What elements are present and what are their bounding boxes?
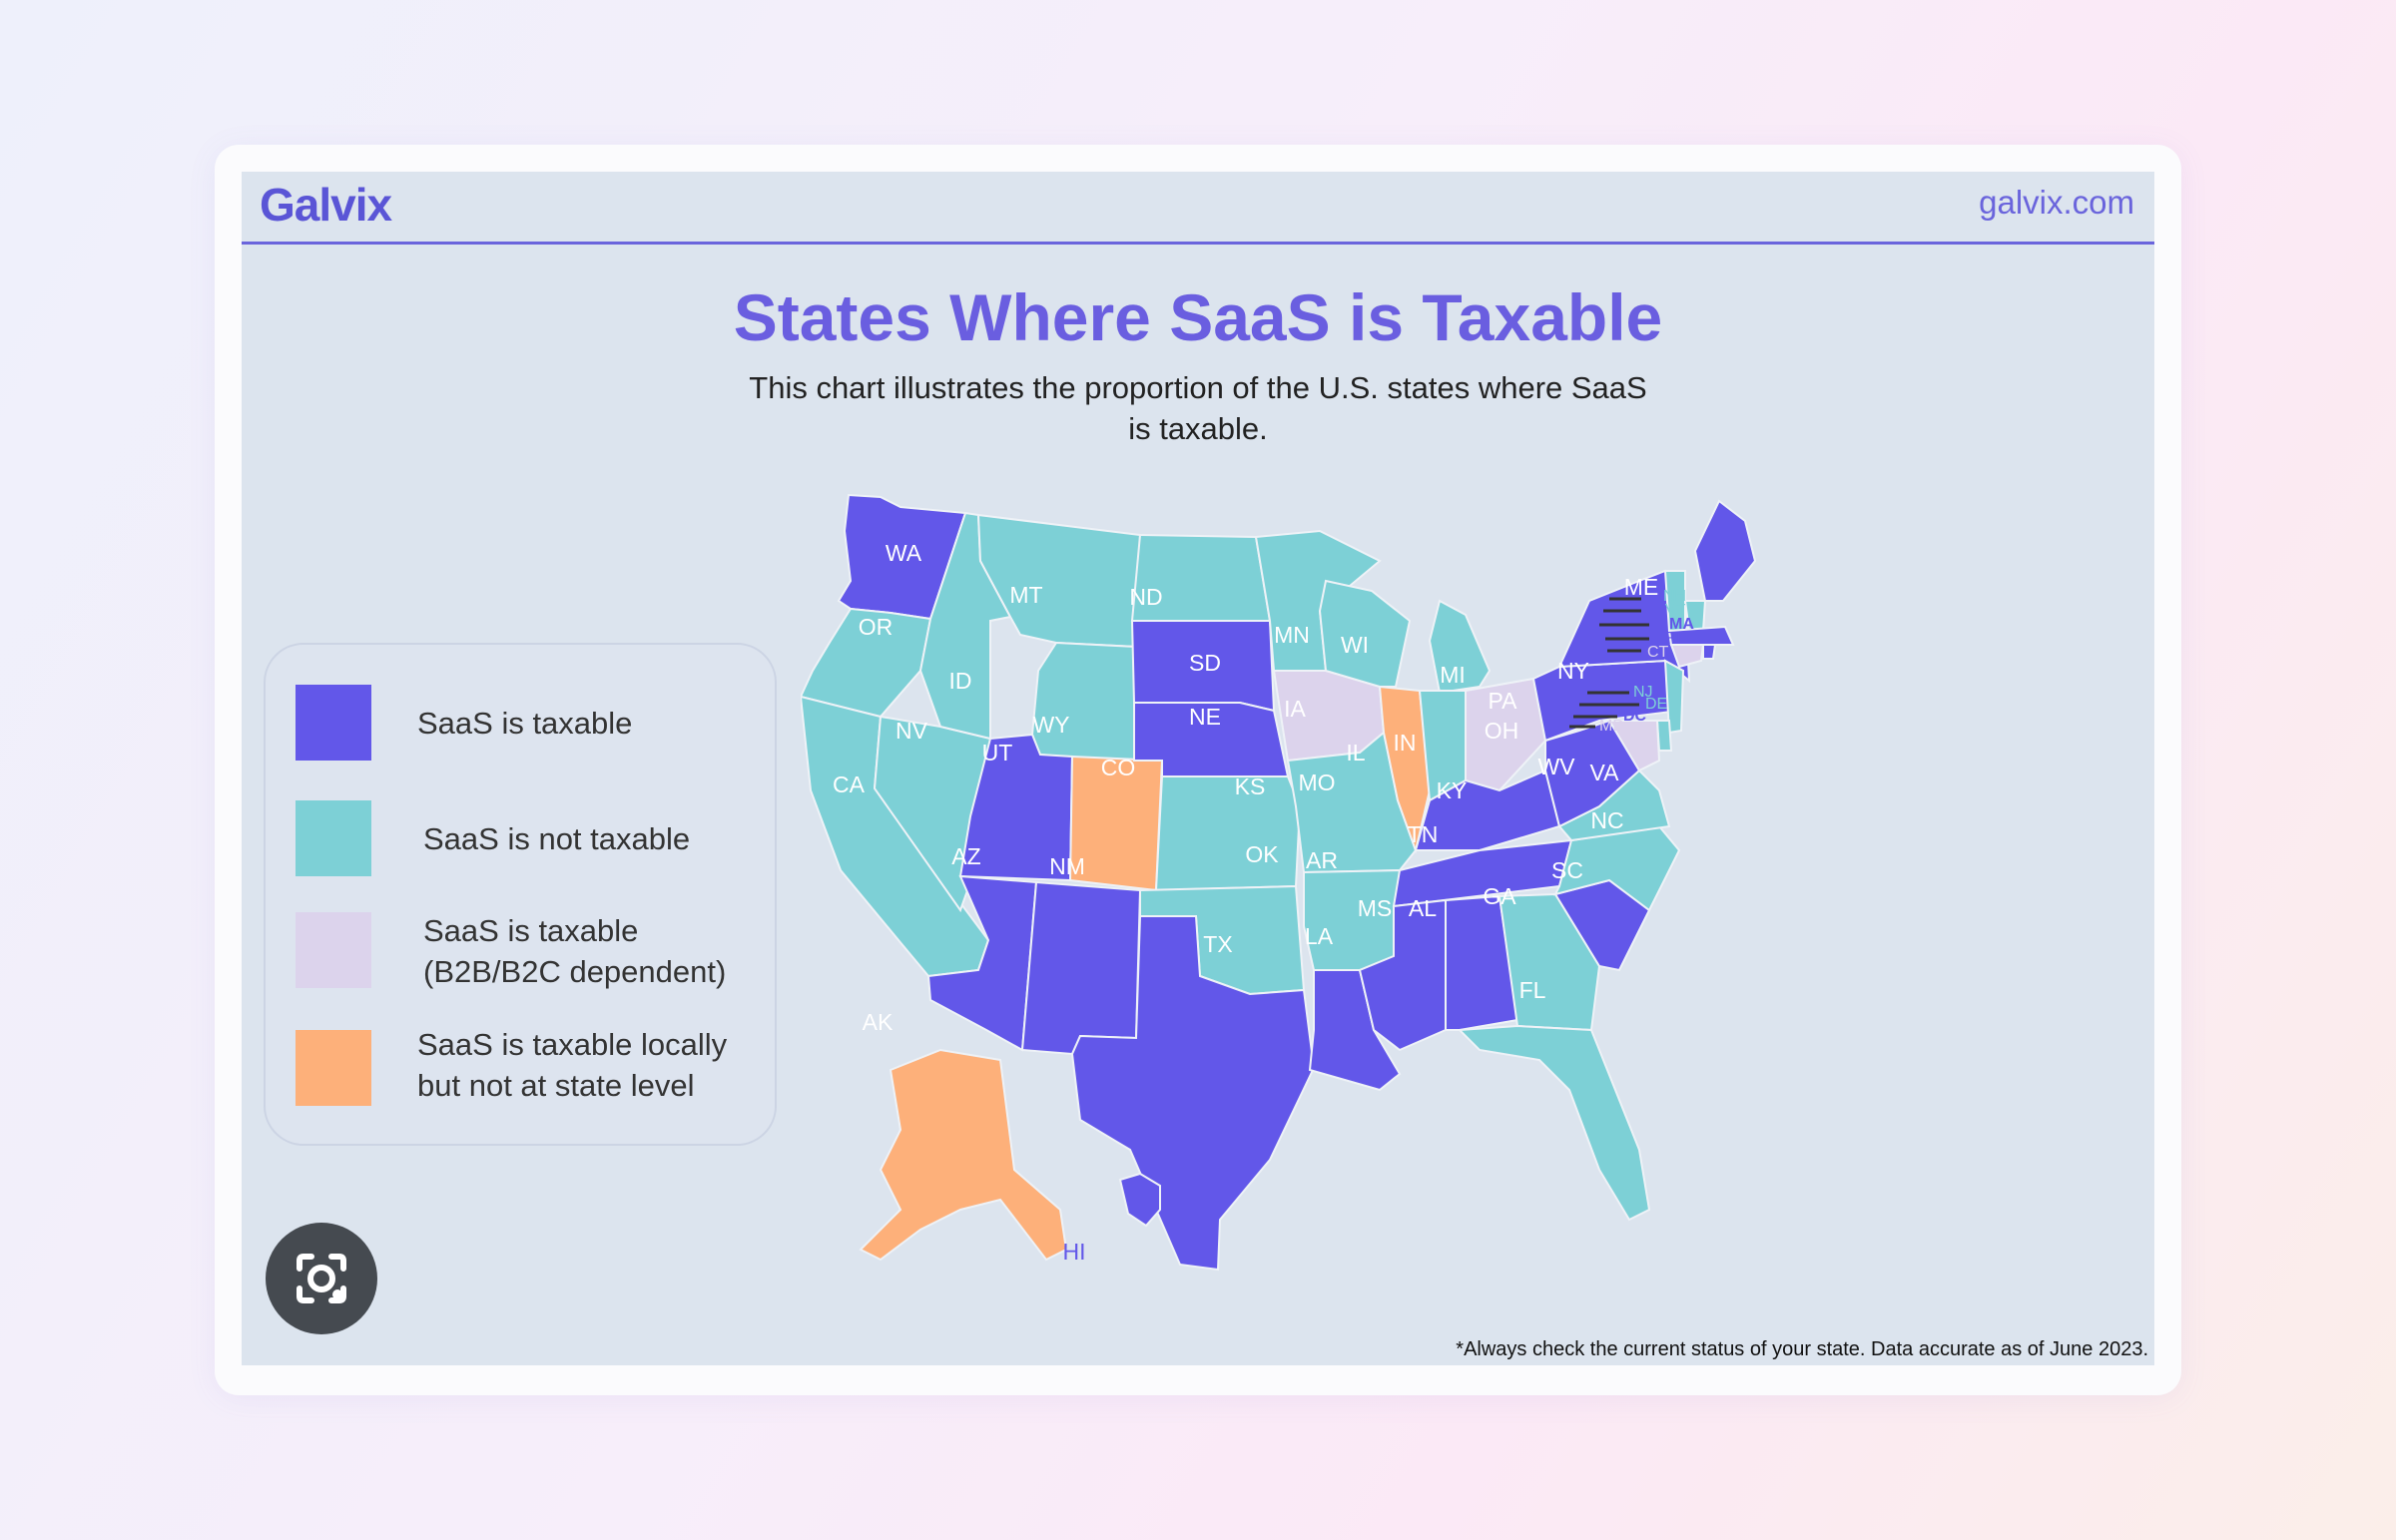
legend-label-taxable: SaaS is taxable <box>417 706 633 741</box>
state-hi <box>1118 1172 1161 1228</box>
us-map-svg: WA OR ND MT SD ID WY MN NE NV WI MI IA I… <box>801 493 1757 1272</box>
us-map: WA OR ND MT SD ID WY MN NE NV WI MI IA I… <box>801 471 2154 1339</box>
state-ct <box>1669 644 1705 669</box>
state-nc <box>1553 824 1681 912</box>
state-nm <box>1020 880 1142 1056</box>
label-ar: AR <box>1306 847 1338 873</box>
label-mn: MN <box>1274 622 1310 648</box>
label-ny: NY <box>1557 658 1589 684</box>
label-or: OR <box>859 614 894 640</box>
legend-item-taxable: SaaS is taxable <box>296 685 765 765</box>
state-nj <box>1663 659 1685 735</box>
label-wa: WA <box>886 540 922 566</box>
label-oh: OH <box>1485 718 1519 744</box>
label-ms: MS <box>1358 895 1393 921</box>
label-ne: NE <box>1189 704 1221 730</box>
state-wv <box>1544 719 1641 828</box>
label-wi: WI <box>1341 632 1369 658</box>
label-me: ME <box>1624 574 1659 600</box>
brand-logo: Galvix <box>260 179 392 231</box>
label-ct: CT <box>1647 644 1669 661</box>
state-al <box>1445 894 1519 1031</box>
map-legend: SaaS is taxable SaaS is not taxable SaaS… <box>264 643 777 1146</box>
label-nh: NH <box>1663 588 1686 605</box>
state-tx <box>1070 915 1316 1272</box>
label-ks: KS <box>1235 773 1266 799</box>
label-al: AL <box>1409 895 1437 921</box>
label-vt: VT <box>1665 602 1686 619</box>
state-md <box>1599 720 1661 772</box>
label-tn: TN <box>1408 821 1439 847</box>
legend-item-local: SaaS is taxable locally but not at state… <box>296 1027 765 1110</box>
label-fl: FL <box>1519 977 1546 1003</box>
image-search-icon <box>297 1254 346 1303</box>
label-ga: GA <box>1483 883 1516 909</box>
legend-item-not-taxable: SaaS is not taxable <box>296 800 765 880</box>
data-footnote: *Always check the current status of your… <box>1456 1338 2148 1360</box>
state-ks <box>1154 775 1302 892</box>
infographic-header: Galvix galvix.com <box>242 172 2154 245</box>
label-ok: OK <box>1245 841 1279 867</box>
legend-item-dependent: SaaS is taxable (B2B/B2C dependent) <box>296 912 765 992</box>
site-url: galvix.com <box>1979 184 2134 221</box>
label-ak: AK <box>863 1009 894 1035</box>
small-state-callouts: NH VT MA RI CT NJ DE DC MD <box>1569 588 1694 735</box>
legend-swatch-local <box>296 1030 371 1106</box>
label-nv: NV <box>896 718 928 744</box>
label-mo: MO <box>1298 770 1335 795</box>
state-mt <box>976 513 1142 649</box>
label-dc: DC <box>1623 708 1647 725</box>
legend-label-local: SaaS is taxable locally but not at state… <box>417 1027 728 1103</box>
label-la: LA <box>1305 923 1334 949</box>
state-mi <box>1428 599 1492 695</box>
label-de: DE <box>1645 696 1667 713</box>
state-ga <box>1498 892 1601 1032</box>
label-wy: WY <box>1032 712 1069 738</box>
legend-swatch-not-taxable <box>296 800 371 876</box>
state-ri <box>1702 644 1717 660</box>
label-ia: IA <box>1284 696 1306 722</box>
label-az: AZ <box>951 843 980 869</box>
label-id: ID <box>949 668 972 694</box>
label-pa: PA <box>1489 688 1518 714</box>
label-il: IL <box>1346 740 1365 766</box>
label-co: CO <box>1101 755 1136 780</box>
label-nd: ND <box>1129 584 1162 610</box>
state-fl <box>1457 1024 1651 1222</box>
label-hi: HI <box>1063 1239 1086 1265</box>
label-nm: NM <box>1049 853 1085 879</box>
map-subtitle: This chart illustrates the proportion of… <box>749 370 1647 446</box>
infographic-image: Galvix galvix.com States Where SaaS is T… <box>242 172 2154 1365</box>
state-wy <box>1030 641 1138 765</box>
state-oh <box>1465 677 1547 792</box>
label-mt: MT <box>1009 582 1042 608</box>
legend-swatch-dependent <box>296 912 371 988</box>
label-sd: SD <box>1189 650 1221 676</box>
state-me <box>1693 499 1757 602</box>
legend-label-dependent: SaaS is taxable (B2B/B2C dependent) <box>423 913 727 989</box>
state-ak <box>859 1048 1068 1262</box>
label-sc: SC <box>1551 857 1583 883</box>
state-ky <box>1414 769 1561 851</box>
label-ut: UT <box>982 740 1013 766</box>
label-in: IN <box>1394 730 1417 756</box>
label-ri: RI <box>1665 630 1681 647</box>
label-nj: NJ <box>1633 684 1653 701</box>
map-title: States Where SaaS is Taxable <box>733 280 1663 354</box>
legend-label-not-taxable: SaaS is not taxable <box>423 821 691 856</box>
label-nc: NC <box>1590 807 1623 833</box>
label-wv: WV <box>1537 754 1575 779</box>
state-ma <box>1667 625 1735 646</box>
label-tx: TX <box>1203 931 1232 957</box>
label-ma: MA <box>1669 616 1694 633</box>
label-mi: MI <box>1440 662 1466 688</box>
label-va: VA <box>1590 760 1620 785</box>
label-ky: KY <box>1437 777 1468 803</box>
label-md: MD <box>1599 718 1624 735</box>
legend-swatch-taxable <box>296 685 371 761</box>
image-search-button[interactable] <box>266 1223 377 1334</box>
label-ca: CA <box>833 771 866 797</box>
